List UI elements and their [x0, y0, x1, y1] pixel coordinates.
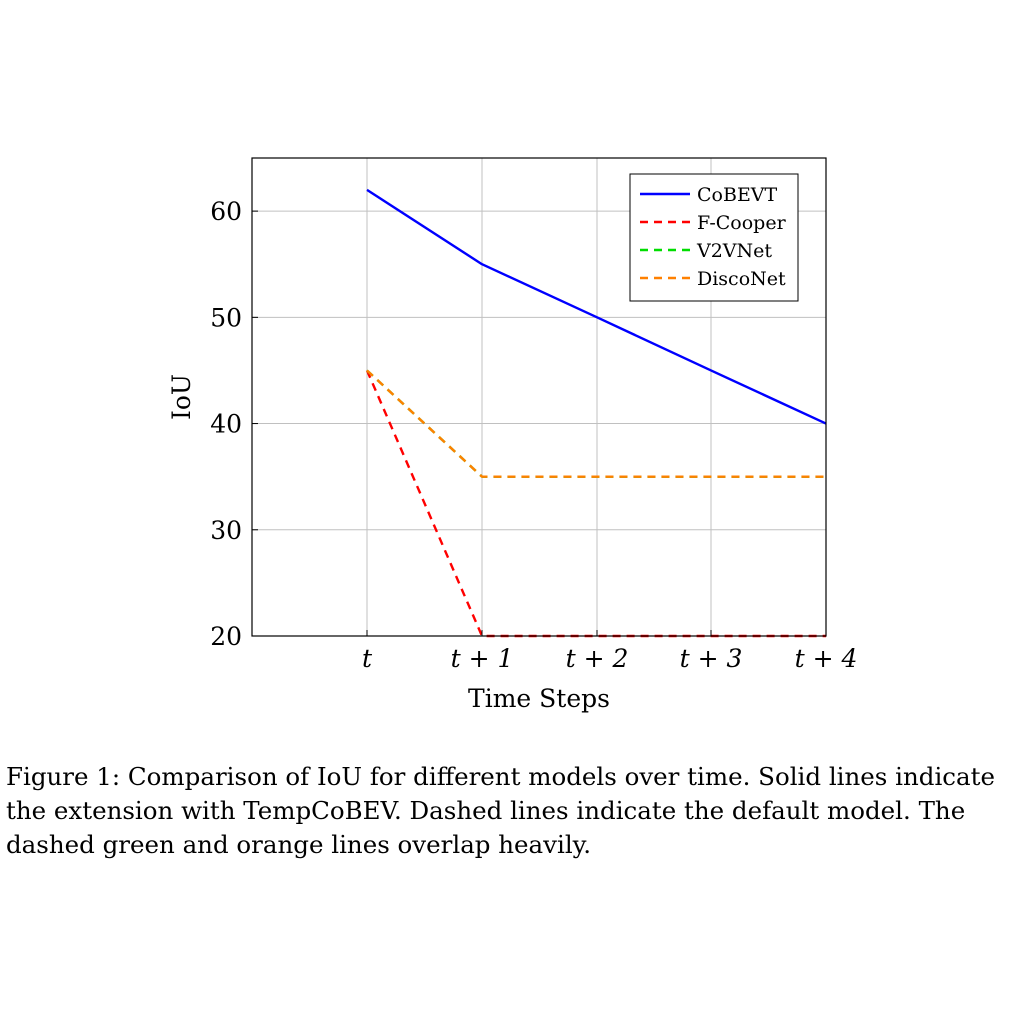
axis-ticks: t t + 1 t + 2 t + 3 t + 4 20 30 40 50 60 — [210, 197, 857, 673]
x-tick-label: t + 3 — [680, 644, 743, 673]
y-tick-label: 40 — [210, 410, 242, 439]
series-line-disconet — [366, 369, 826, 478]
x-axis-label: Time Steps — [468, 684, 610, 713]
series-lines — [365, 188, 827, 638]
legend-entry-label: F-Cooper — [697, 212, 787, 234]
y-tick-label: 60 — [210, 197, 242, 226]
y-axis-label: IoU — [167, 374, 196, 420]
y-tick-label: 30 — [210, 516, 242, 545]
x-tick-label: t — [362, 644, 373, 673]
legend-entry-label: V2VNet — [696, 240, 772, 262]
y-tick-label: 50 — [210, 303, 242, 332]
x-tick-label: t + 2 — [566, 644, 629, 673]
figure-caption: Figure 1: Comparison of IoU for differen… — [6, 762, 995, 859]
series-line-cobevt — [366, 188, 827, 425]
legend-entry-label: DiscoNet — [697, 268, 786, 290]
plot-frame — [251, 157, 827, 637]
x-tick-label: t + 4 — [795, 644, 858, 673]
legend-entry-label: CoBEVT — [697, 184, 778, 206]
y-tick-label: 20 — [210, 622, 242, 651]
legend: CoBEVT F-Cooper V2VNet DiscoNet — [629, 173, 799, 302]
x-tick-label: t + 1 — [451, 644, 514, 673]
